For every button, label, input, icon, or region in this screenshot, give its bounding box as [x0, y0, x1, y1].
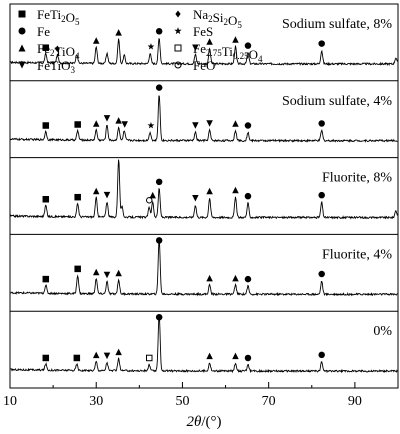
- legend-entry-fetio3: FeTiO3: [37, 58, 75, 75]
- marker-square-filled-icon: [42, 122, 50, 129]
- panel-labels: Sodium sulfate, 8% Sodium sulfate, 4% Fluo…: [282, 17, 392, 339]
- marker-triangle-up-filled-icon: [92, 120, 100, 127]
- marker-triangle-up-filled-icon: [232, 274, 239, 282]
- marker-circle-filled-icon: [244, 275, 252, 283]
- marker-triangle-up-filled-icon: [232, 352, 239, 360]
- marker-circle-filled-icon: [244, 354, 252, 362]
- x-axis: 10 30 50 70 90: [3, 382, 362, 409]
- x-axis-label: 2θ/(°): [186, 414, 221, 430]
- legend-entry-na2si2o5: Na2Si2O5: [193, 7, 242, 30]
- marker-square-filled-icon: [74, 121, 81, 128]
- marker-triangle-up-filled-icon: [149, 191, 156, 199]
- marker-triangle-up-filled-icon: [206, 38, 213, 45]
- marker-square-filled-icon: [74, 265, 81, 273]
- legend: FeTi2O5Na2Si2O5FeFeSFe2TiO4Fe2.75Ti0.25O…: [18, 7, 263, 75]
- marker-triangle-up-filled-icon: [92, 351, 100, 359]
- xrd-trace-sodium-sulfate-8: [10, 38, 398, 67]
- marker-circle-open-icon: [145, 197, 153, 204]
- legend-entry-fe2-75ti0-25o4: Fe2.75Ti0.25O4: [193, 41, 263, 64]
- marker-triangle-down-filled-icon: [192, 44, 199, 51]
- legend-circle-open-icon: [174, 61, 182, 69]
- marker-circle-filled-icon: [318, 120, 325, 127]
- marker-circle-filled-icon: [318, 191, 325, 199]
- marker-square-filled-icon: [42, 44, 50, 51]
- legend-entry-feo: FeO: [193, 58, 215, 73]
- marker-triangle-up-filled-icon: [115, 348, 122, 356]
- marker-triangle-up-filled-icon: [115, 117, 122, 124]
- marker-circle-filled-icon: [244, 192, 252, 200]
- panel-label-0: 0%: [373, 324, 392, 339]
- xrd-trace-0: [10, 313, 398, 374]
- xrd-trace-fluorite-4: [10, 238, 398, 297]
- marker-triangle-up-filled-icon: [232, 36, 239, 43]
- marker-circle-filled-icon: [155, 28, 163, 35]
- marker-triangle-up-filled-icon: [92, 187, 100, 195]
- panel-dividers: [10, 80, 398, 312]
- xrd-trace-sodium-sulfate-4: [10, 95, 398, 143]
- marker-square-filled-icon: [42, 195, 50, 203]
- legend-entry-fe: Fe: [37, 24, 50, 39]
- marker-triangle-up-filled-icon: [92, 268, 100, 276]
- x-tick-label: 10: [3, 394, 17, 409]
- marker-triangle-down-filled-icon: [121, 121, 128, 128]
- marker-star-filled-icon: [147, 121, 155, 129]
- marker-triangle-up-filled-icon: [115, 269, 122, 277]
- marker-triangle-up-filled-icon: [206, 187, 213, 195]
- marker-square-open-icon: [145, 354, 153, 362]
- marker-square-filled-icon: [42, 275, 50, 283]
- legend-star-filled-icon: [174, 27, 182, 35]
- legend-circle-filled-icon: [18, 27, 26, 35]
- marker-square-filled-icon: [42, 354, 50, 362]
- marker-triangle-up-filled-icon: [232, 120, 239, 127]
- plot-frame: [9, 3, 399, 389]
- x-tick-label: 70: [262, 394, 276, 409]
- marker-triangle-up-filled-icon: [232, 186, 239, 194]
- marker-star-filled-icon: [147, 43, 155, 50]
- phase-markers: [42, 28, 325, 362]
- legend-triangle-up-filled-icon: [18, 44, 26, 52]
- marker-circle-filled-icon: [155, 237, 163, 244]
- marker-circle-filled-icon: [318, 270, 325, 278]
- marker-triangle-down-filled-icon: [192, 122, 199, 129]
- marker-circle-filled-icon: [155, 178, 163, 186]
- marker-circle-filled-icon: [244, 122, 252, 129]
- marker-triangle-down-filled-icon: [192, 194, 199, 202]
- marker-square-filled-icon: [74, 193, 81, 201]
- marker-circle-filled-icon: [155, 313, 163, 321]
- marker-triangle-up-filled-icon: [92, 37, 100, 44]
- marker-diamond-filled-icon: [54, 45, 60, 52]
- panel-label-sodium-sulfate-4: Sodium sulfate, 4%: [282, 94, 392, 109]
- xrd-trace-fluorite-8: [10, 159, 398, 220]
- marker-square-filled-icon: [73, 354, 81, 362]
- marker-circle-filled-icon: [244, 42, 252, 49]
- legend-square-filled-icon: [18, 10, 26, 18]
- x-tick-label: 50: [175, 394, 189, 409]
- marker-circle-filled-icon: [155, 84, 163, 91]
- marker-triangle-up-filled-icon: [115, 29, 122, 36]
- marker-triangle-down-filled-icon: [206, 120, 213, 127]
- marker-triangle-down-filled-icon: [103, 352, 111, 360]
- legend-square-open-icon: [174, 44, 182, 52]
- marker-triangle-down-filled-icon: [103, 271, 111, 279]
- marker-triangle-up-filled-icon: [206, 352, 213, 360]
- xrd-traces: [10, 38, 398, 374]
- legend-diamond-filled-icon: [175, 10, 181, 18]
- panel-label-fluorite-4: Fluorite, 4%: [322, 247, 392, 262]
- panel-label-fluorite-8: Fluorite, 8%: [322, 171, 392, 186]
- legend-entry-fes: FeS: [193, 24, 213, 39]
- marker-triangle-up-filled-icon: [206, 274, 213, 282]
- marker-circle-filled-icon: [318, 40, 325, 47]
- legend-entry-feti2o5: FeTi2O5: [37, 7, 80, 27]
- marker-triangle-down-filled-icon: [103, 191, 111, 199]
- marker-circle-filled-icon: [318, 351, 325, 359]
- x-tick-label: 30: [89, 394, 103, 409]
- x-tick-label: 90: [348, 394, 362, 409]
- panel-label-sodium-sulfate-8: Sodium sulfate, 8%: [282, 17, 392, 32]
- marker-triangle-down-filled-icon: [103, 115, 111, 122]
